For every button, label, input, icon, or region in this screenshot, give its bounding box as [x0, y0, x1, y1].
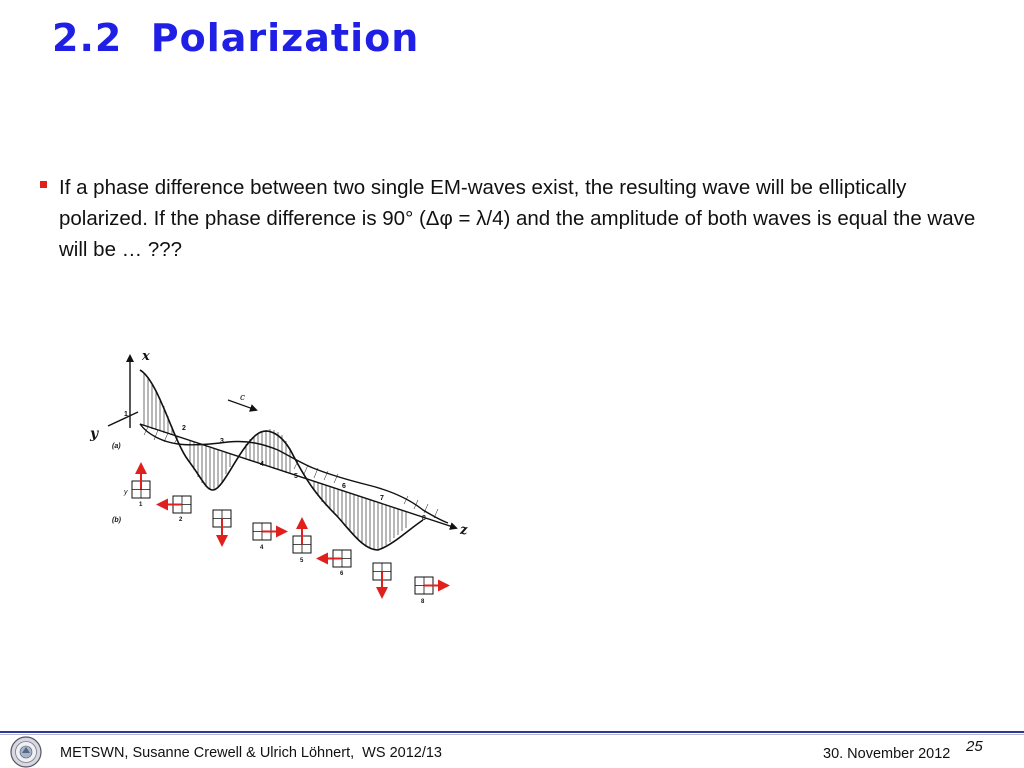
box-label: 6 — [340, 571, 344, 577]
wave-point-label: 4 — [260, 461, 264, 468]
polarization-box-5: 5 — [292, 517, 312, 564]
footer-divider-shadow — [0, 734, 1024, 735]
university-seal-icon — [10, 736, 42, 768]
horizontal-wave — [139, 423, 449, 524]
wave-point-label: 3 — [220, 438, 224, 445]
footer-date: 30. November 2012 — [823, 746, 951, 762]
footer-divider — [0, 731, 1024, 733]
panel-label-b: (b) — [112, 517, 122, 524]
z-axis-label: z — [459, 523, 468, 538]
polarization-box-3 — [212, 509, 232, 547]
polarization-wave-figure: x y z c 1 2 3 4 5 6 — [89, 349, 468, 605]
box-label: 8 — [421, 599, 425, 605]
y-axis-label: y — [89, 426, 99, 442]
polarization-box-8: 8 — [414, 576, 450, 605]
x-axis-label: x — [141, 349, 150, 364]
horizontal-wave-hatching — [143, 426, 439, 519]
small-y-label: y — [123, 489, 128, 496]
box-label: 2 — [179, 517, 183, 523]
slide-title: 2.2 Polarization — [52, 16, 420, 60]
propagation-arrow — [227, 399, 258, 412]
wave-point-label: 6 — [342, 483, 346, 490]
propagation-arrow-label: c — [240, 393, 245, 403]
box-label: 1 — [139, 502, 143, 508]
vertical-wave — [139, 369, 424, 551]
polarization-box-4: 4 — [252, 522, 288, 551]
bullet-square-icon — [40, 181, 47, 188]
z-axis-line — [139, 423, 458, 530]
wave-point-label: 7 — [380, 495, 384, 502]
vertical-wave-hatching — [143, 374, 407, 550]
polarization-box-7 — [372, 562, 392, 599]
wave-point-label: 2 — [182, 425, 186, 432]
box-label: 4 — [260, 545, 264, 551]
y-axis-line — [107, 411, 139, 427]
panel-label-a: (a) — [112, 443, 121, 450]
footer-course-info: METSWN, Susanne Crewell & Ulrich Löhnert… — [60, 745, 442, 761]
bullet-text: If a phase difference between two single… — [59, 176, 976, 261]
box-label: 5 — [300, 558, 304, 564]
polarization-box-2: 2 — [156, 495, 192, 523]
polarization-box-6: 6 — [316, 549, 352, 577]
polarization-box-1: 1 — [131, 462, 151, 508]
bullet-item: If a phase difference between two single… — [40, 172, 980, 265]
wave-point-label: 5 — [294, 473, 298, 480]
wave-point-label: 8 — [422, 515, 426, 522]
page-number: 25 — [966, 738, 983, 755]
wave-point-label: 1 — [124, 411, 128, 418]
